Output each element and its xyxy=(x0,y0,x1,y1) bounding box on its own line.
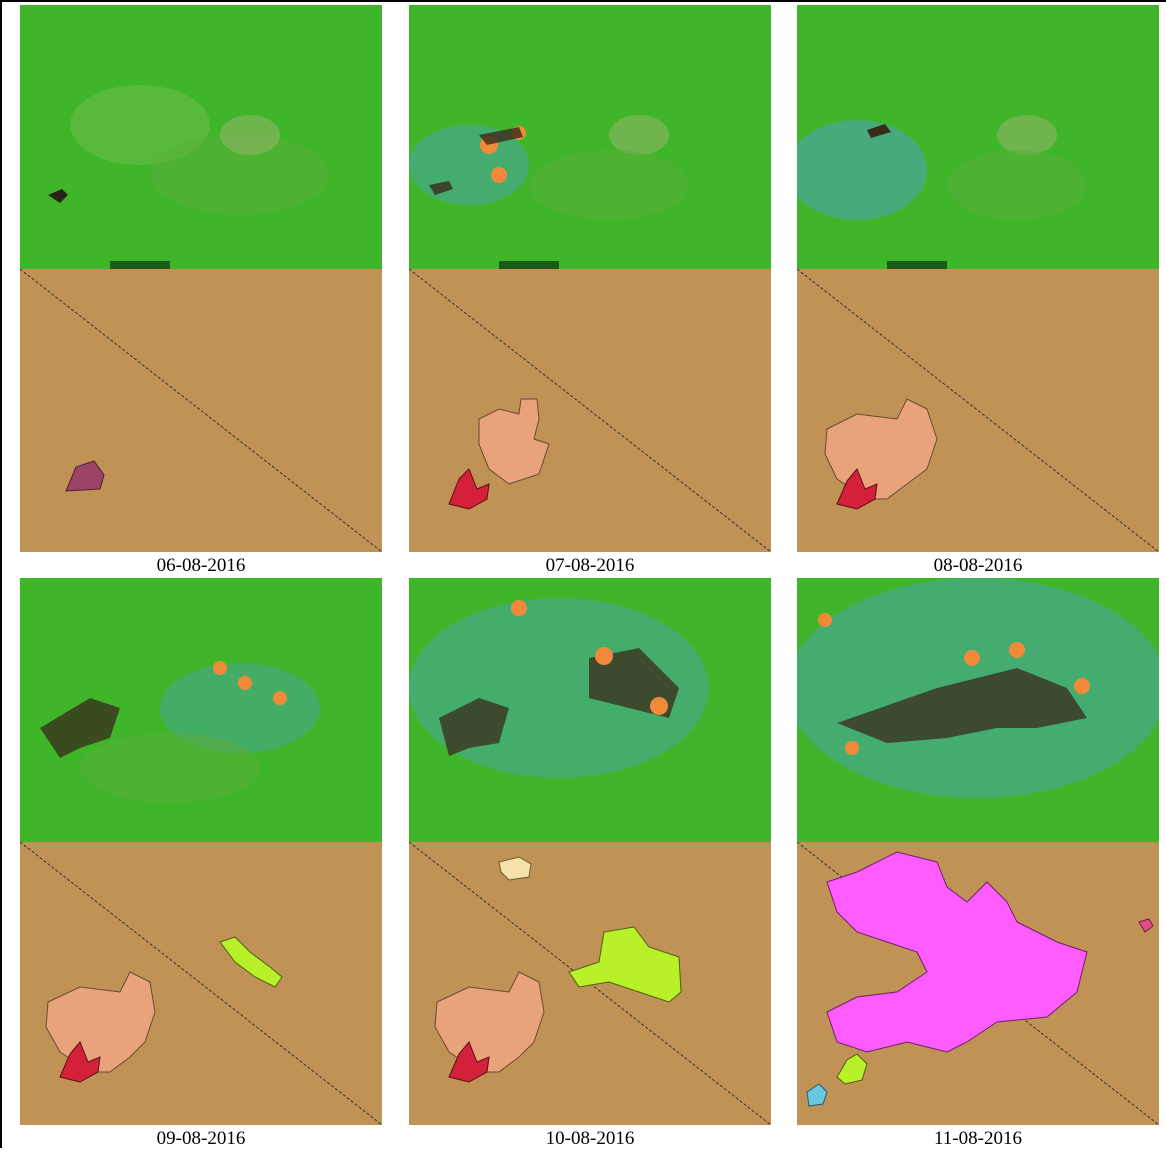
satellite-image xyxy=(20,578,382,842)
date-label: 10-08-2016 xyxy=(545,1128,635,1149)
outer-border-top xyxy=(0,0,1166,2)
date-label: 11-08-2016 xyxy=(934,1128,1022,1149)
date-label: 09-08-2016 xyxy=(156,1128,246,1149)
panel-4: 09-08-2016 xyxy=(20,578,382,1149)
outer-border-left xyxy=(0,0,2,1148)
burned-area-map xyxy=(20,269,382,552)
satellite-image xyxy=(797,5,1159,269)
panel-2: 07-08-2016 xyxy=(409,5,771,580)
satellite-image xyxy=(20,5,382,269)
panel-5: 10-08-2016 xyxy=(409,578,771,1149)
burned-area-map xyxy=(797,842,1159,1125)
date-label: 08-08-2016 xyxy=(933,555,1023,576)
satellite-image xyxy=(409,5,771,269)
satellite-image xyxy=(409,578,771,842)
panel-1: 06-08-2016 xyxy=(20,5,382,580)
satellite-image xyxy=(797,578,1159,842)
burned-area-map xyxy=(797,269,1159,552)
panel-6: 11-08-2016 xyxy=(797,578,1159,1149)
burned-area-map xyxy=(20,842,382,1125)
burned-area-map xyxy=(409,842,771,1125)
burned-area-map xyxy=(409,269,771,552)
date-label: 06-08-2016 xyxy=(156,555,246,576)
date-label: 07-08-2016 xyxy=(545,555,635,576)
panel-3: 08-08-2016 xyxy=(797,5,1159,580)
